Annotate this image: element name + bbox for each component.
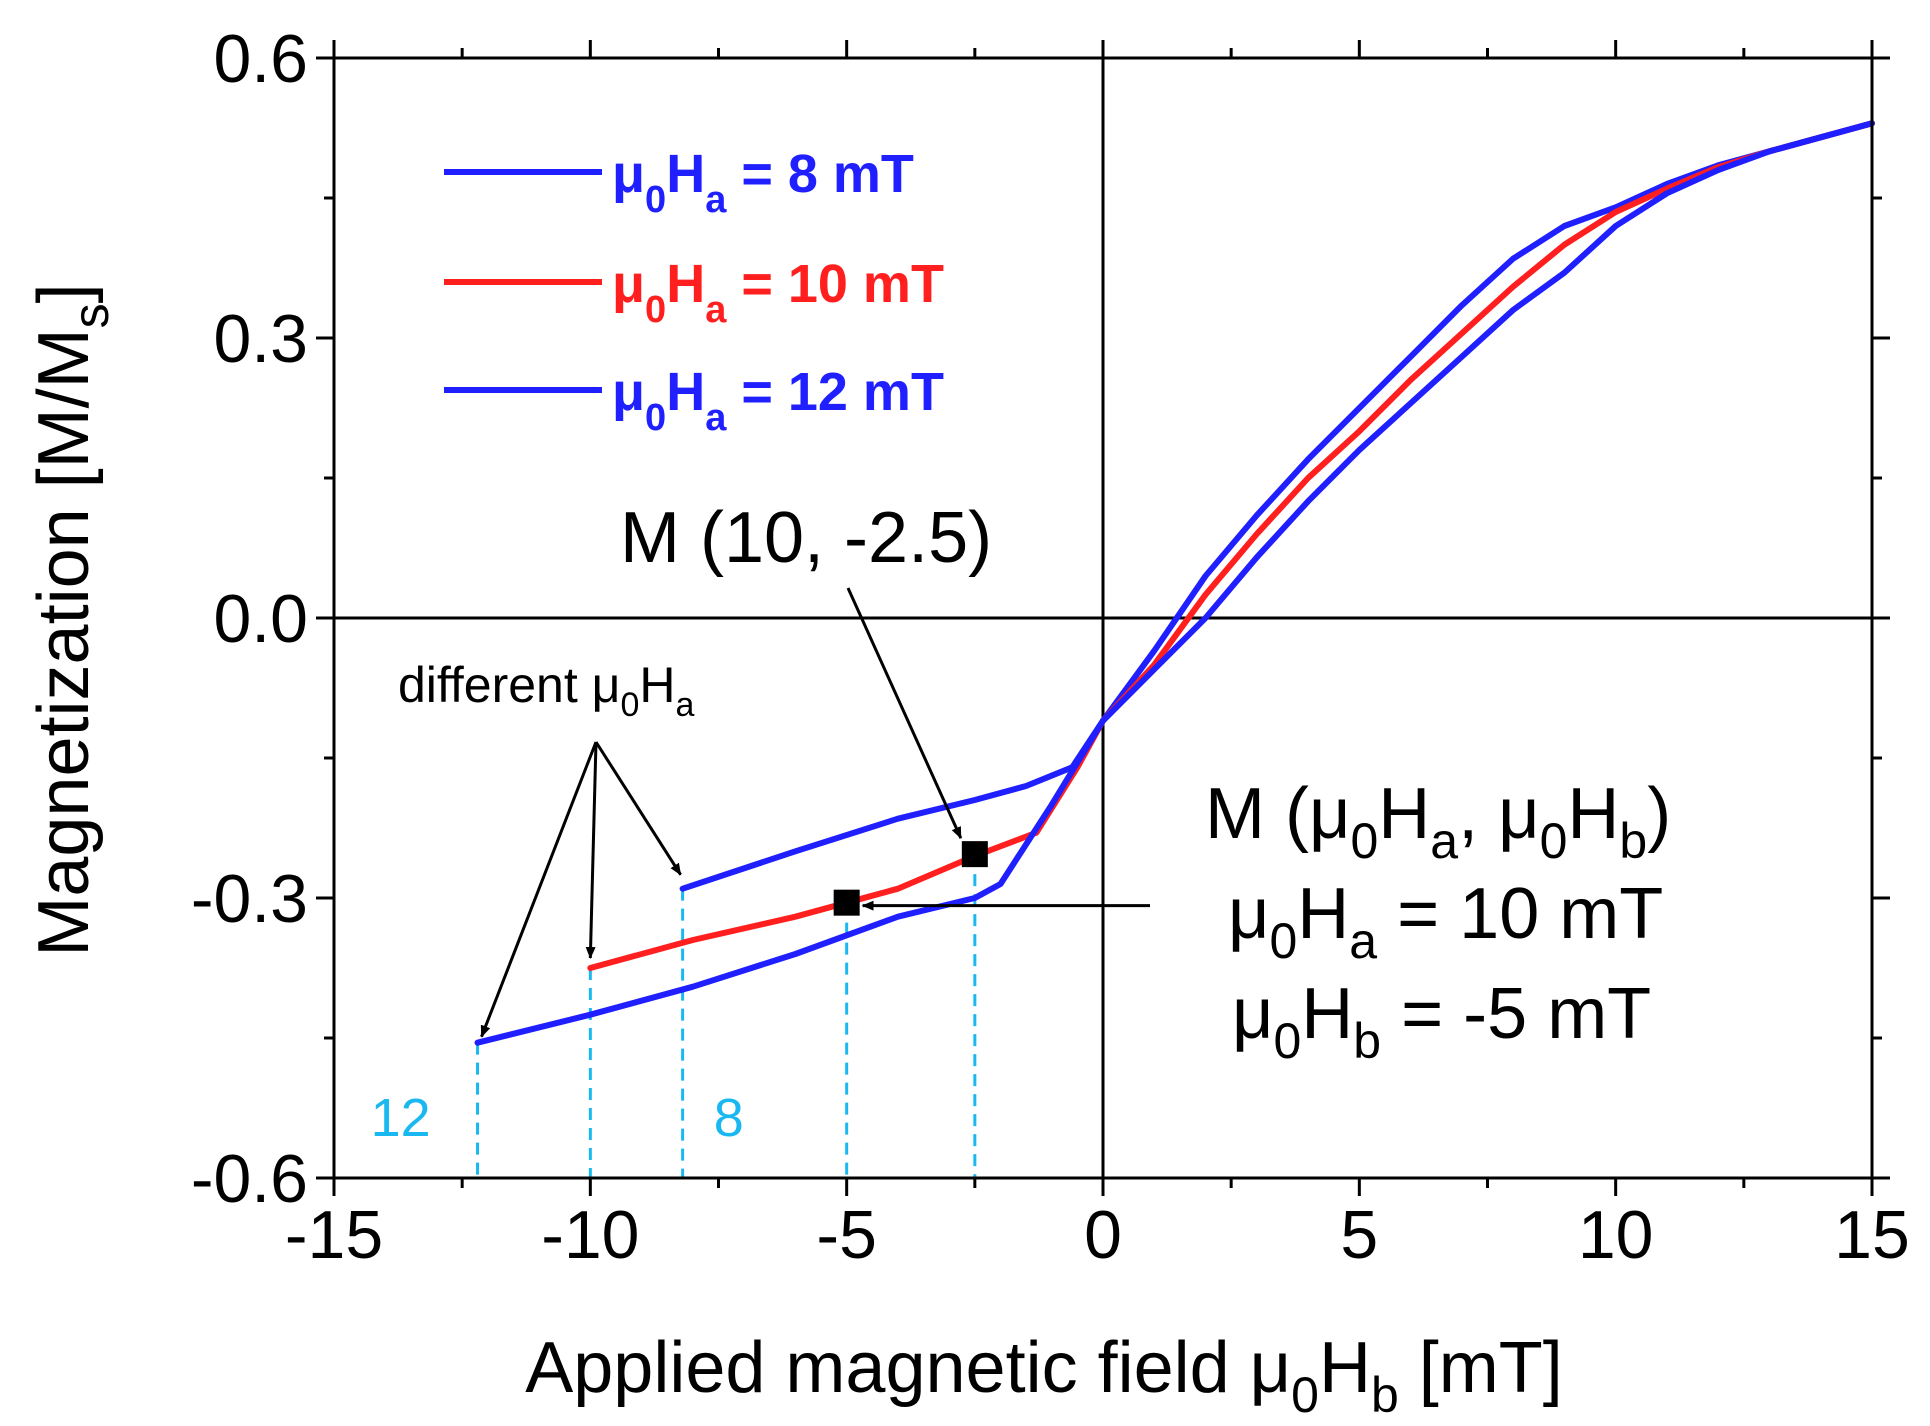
guide-label: 8	[714, 1088, 744, 1148]
x-tick-label: -10	[541, 1197, 639, 1273]
x-tick-label: 5	[1340, 1197, 1378, 1273]
x-tick-label: 10	[1578, 1197, 1654, 1273]
y-tick-label: 0.6	[213, 21, 308, 97]
guide-label: 12	[371, 1088, 431, 1148]
data-marker	[961, 841, 988, 868]
axis-ticks	[316, 40, 1890, 1196]
series-lines	[474, 120, 1875, 1046]
arrow-to-10mT	[585, 741, 598, 959]
x-tick-label: -5	[816, 1197, 876, 1273]
y-tick-label: 0.0	[213, 581, 308, 657]
annotation-formula-line2: μ0Ha = 10 mT	[1228, 874, 1663, 969]
legend: μ0Ha = 8 mT μ0Ha = 10 mT μ0Ha = 12 mT	[444, 144, 944, 439]
series-line-2	[474, 120, 1875, 1046]
legend-label-8mT: μ0Ha = 8 mT	[612, 144, 914, 221]
annotation-point-label: M (10, -2.5)	[620, 498, 992, 578]
legend-label-10mT: μ0Ha = 10 mT	[612, 254, 944, 331]
annotation-formula-line1: M (μ0Ha, μ0Hb)	[1205, 774, 1671, 869]
y-tick-label: -0.3	[191, 861, 308, 937]
x-tick-label: 0	[1084, 1197, 1122, 1273]
annotation-arrows	[480, 587, 1150, 1038]
annotation-formula-line3: μ0Hb = -5 mT	[1232, 974, 1651, 1069]
arrow-to-12mT	[480, 741, 598, 1038]
arrow-to-8mT	[594, 741, 682, 876]
data-markers	[833, 841, 988, 916]
x-axis-title: Applied magnetic field μ0Hb [mT]	[525, 1328, 1563, 1423]
x-tick-label: 15	[1834, 1197, 1910, 1273]
y-tick-label: 0.3	[213, 301, 308, 377]
arrow-to-point-label	[846, 587, 963, 840]
zero-axes	[334, 58, 1872, 1178]
x-tick-label: -15	[285, 1197, 383, 1273]
y-axis-title: Magnetization [M/Ms]	[24, 283, 119, 956]
legend-label-12mT: μ0Ha = 12 mT	[612, 362, 944, 439]
series-line-1	[587, 120, 1875, 971]
series-line-0	[679, 120, 1875, 892]
y-tick-label: -0.6	[191, 1141, 308, 1217]
guide-lines: 12 8	[371, 854, 977, 1178]
data-marker	[833, 889, 860, 916]
annotation-different-ha: different μ0Ha	[398, 657, 695, 724]
tick-labels: -15 -10 -5 0 5 10 15 0.6 0.3 0.0 -0.3 -0.6	[191, 21, 1910, 1273]
